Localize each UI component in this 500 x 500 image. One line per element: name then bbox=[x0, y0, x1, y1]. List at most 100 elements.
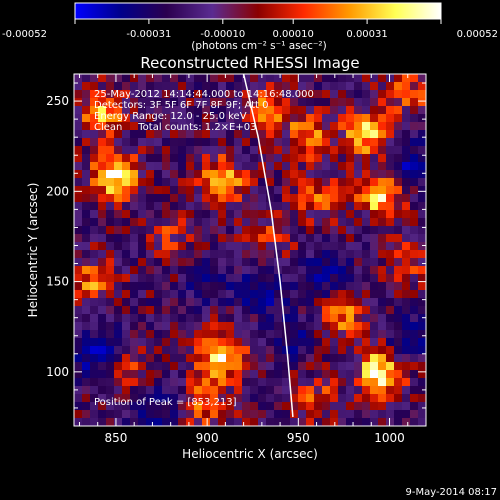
heatmap-cell bbox=[322, 202, 331, 211]
heatmap-cell bbox=[210, 362, 219, 371]
heatmap-cell bbox=[154, 298, 163, 307]
heatmap-cell bbox=[258, 386, 267, 395]
heatmap-cell bbox=[90, 146, 99, 155]
heatmap-cell bbox=[370, 218, 379, 227]
heatmap-cell bbox=[394, 250, 403, 259]
heatmap-cell bbox=[82, 154, 91, 163]
heatmap-cell bbox=[242, 162, 251, 171]
heatmap-cell bbox=[298, 306, 307, 315]
heatmap-cell bbox=[98, 410, 107, 419]
heatmap-cell bbox=[138, 186, 147, 195]
heatmap-cell bbox=[402, 114, 411, 123]
heatmap-cell bbox=[138, 322, 147, 331]
heatmap-cell bbox=[378, 290, 387, 299]
heatmap-cell bbox=[154, 378, 163, 387]
heatmap-cell bbox=[226, 266, 235, 275]
heatmap-cell bbox=[114, 258, 123, 267]
heatmap-cell bbox=[250, 362, 259, 371]
heatmap-cell bbox=[210, 186, 219, 195]
heatmap-cell bbox=[354, 266, 363, 275]
heatmap-cell bbox=[330, 330, 339, 339]
heatmap-cell bbox=[218, 242, 227, 251]
heatmap-cell bbox=[298, 90, 307, 99]
heatmap-cell bbox=[114, 186, 123, 195]
heatmap-cell bbox=[122, 170, 131, 179]
heatmap-cell bbox=[178, 362, 187, 371]
heatmap-cell bbox=[258, 330, 267, 339]
heatmap-cell bbox=[362, 362, 371, 371]
heatmap-cell bbox=[282, 330, 291, 339]
heatmap-cell bbox=[226, 410, 235, 419]
heatmap-cell bbox=[194, 370, 203, 379]
heatmap-cell bbox=[114, 418, 123, 426]
heatmap-cell bbox=[290, 290, 299, 299]
heatmap-cell bbox=[378, 354, 387, 363]
heatmap-cell bbox=[306, 354, 315, 363]
heatmap-cell bbox=[362, 90, 371, 99]
heatmap-cell bbox=[90, 354, 99, 363]
heatmap-cell bbox=[370, 330, 379, 339]
heatmap-cell bbox=[386, 186, 395, 195]
heatmap-cell bbox=[146, 98, 155, 107]
heatmap-cell bbox=[346, 250, 355, 259]
heatmap-cell bbox=[290, 82, 299, 91]
heatmap-cell bbox=[170, 370, 179, 379]
heatmap-cell bbox=[394, 290, 403, 299]
heatmap-cell bbox=[282, 274, 291, 283]
heatmap-cell bbox=[154, 202, 163, 211]
heatmap-cell bbox=[274, 90, 283, 99]
heatmap-cell bbox=[218, 226, 227, 235]
heatmap-cell bbox=[170, 178, 179, 187]
heatmap-cell bbox=[146, 290, 155, 299]
heatmap-cell bbox=[122, 186, 131, 195]
heatmap-cell bbox=[154, 226, 163, 235]
heatmap-cell bbox=[346, 274, 355, 283]
heatmap-cell bbox=[194, 258, 203, 267]
heatmap-cell bbox=[298, 394, 307, 403]
heatmap-cell bbox=[266, 290, 275, 299]
heatmap-cell bbox=[266, 98, 275, 107]
heatmap-cell bbox=[314, 162, 323, 171]
heatmap-cell bbox=[418, 354, 426, 363]
heatmap-cell bbox=[418, 90, 426, 99]
heatmap-cell bbox=[138, 346, 147, 355]
heatmap-cell bbox=[242, 138, 251, 147]
heatmap-cell bbox=[250, 314, 259, 323]
heatmap-cell bbox=[258, 370, 267, 379]
heatmap-cell bbox=[154, 82, 163, 91]
heatmap-cell bbox=[386, 266, 395, 275]
heatmap-cell bbox=[330, 354, 339, 363]
heatmap-cell bbox=[82, 234, 91, 243]
heatmap-cell bbox=[274, 354, 283, 363]
heatmap-cell bbox=[242, 130, 251, 139]
heatmap-cell bbox=[274, 242, 283, 251]
heatmap-cell bbox=[210, 418, 219, 426]
heatmap-cell bbox=[74, 370, 83, 379]
heatmap-cell bbox=[218, 154, 227, 163]
heatmap-cell bbox=[274, 146, 283, 155]
heatmap-cell bbox=[106, 170, 115, 179]
heatmap-cell bbox=[186, 210, 195, 219]
heatmap-cell bbox=[242, 290, 251, 299]
heatmap-cell bbox=[154, 290, 163, 299]
heatmap-cell bbox=[242, 266, 251, 275]
heatmap-cell bbox=[370, 394, 379, 403]
heatmap-cell bbox=[242, 314, 251, 323]
heatmap-cell bbox=[106, 266, 115, 275]
heatmap-cell bbox=[418, 210, 426, 219]
heatmap-cell bbox=[386, 114, 395, 123]
heatmap-cell bbox=[114, 322, 123, 331]
heatmap-cell bbox=[146, 226, 155, 235]
heatmap-cell bbox=[298, 258, 307, 267]
heatmap-cell bbox=[82, 146, 91, 155]
heatmap-cell bbox=[346, 106, 355, 115]
colorbar-tick-label: 0.00052 bbox=[457, 29, 498, 40]
heatmap-cell bbox=[202, 250, 211, 259]
heatmap-cell bbox=[266, 242, 275, 251]
heatmap-cell bbox=[130, 98, 139, 107]
heatmap-cell bbox=[362, 178, 371, 187]
heatmap-cell bbox=[378, 394, 387, 403]
heatmap-cell bbox=[234, 186, 243, 195]
heatmap-cell bbox=[266, 402, 275, 411]
